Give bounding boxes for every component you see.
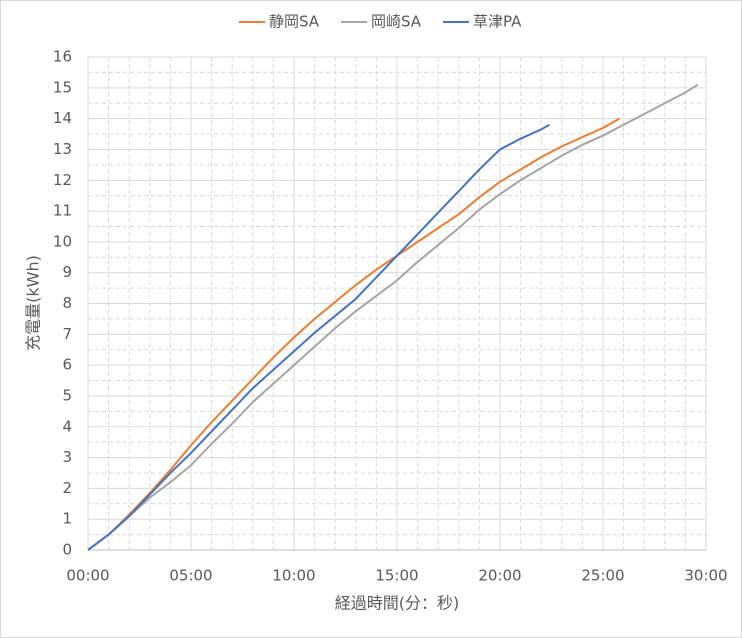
y-tick-label: 13 [53, 140, 72, 158]
series-line [87, 117, 620, 551]
y-tick-label: 1 [62, 510, 72, 528]
x-tick-label: 05:00 [169, 567, 212, 585]
y-tick-label: 16 [53, 48, 72, 66]
x-tick-label: 25:00 [581, 567, 624, 585]
series-line [87, 83, 699, 551]
y-tick-label: 7 [62, 325, 72, 343]
y-tick-label: 12 [53, 171, 72, 189]
y-tick-label: 8 [62, 294, 72, 312]
y-tick-label: 15 [53, 78, 72, 96]
x-axis-label: 経過時間(分：秒) [335, 594, 460, 613]
x-tick-label: 00:00 [66, 567, 109, 585]
y-tick-label: 14 [53, 109, 72, 127]
y-tick-label: 9 [62, 263, 72, 281]
y-tick-label: 0 [62, 541, 72, 559]
x-tick-label: 20:00 [478, 567, 521, 585]
y-tick-label: 3 [62, 448, 72, 466]
x-tick-label: 10:00 [272, 567, 315, 585]
y-tick-label: 11 [53, 202, 72, 220]
y-axis-label: 充電量(kWh) [24, 255, 43, 351]
y-tick-label: 2 [62, 479, 72, 497]
x-tick-label: 15:00 [375, 567, 418, 585]
y-tick-label: 4 [62, 417, 72, 435]
series-line [87, 123, 550, 551]
y-tick-label: 5 [62, 386, 72, 404]
legend-label: 静岡SA [269, 13, 320, 31]
x-tick-label: 30:00 [684, 567, 727, 585]
legend-label: 岡崎SA [371, 13, 422, 31]
legend-label: 草津PA [473, 13, 522, 31]
y-tick-label: 10 [53, 232, 72, 250]
y-tick-label: 6 [62, 356, 72, 374]
